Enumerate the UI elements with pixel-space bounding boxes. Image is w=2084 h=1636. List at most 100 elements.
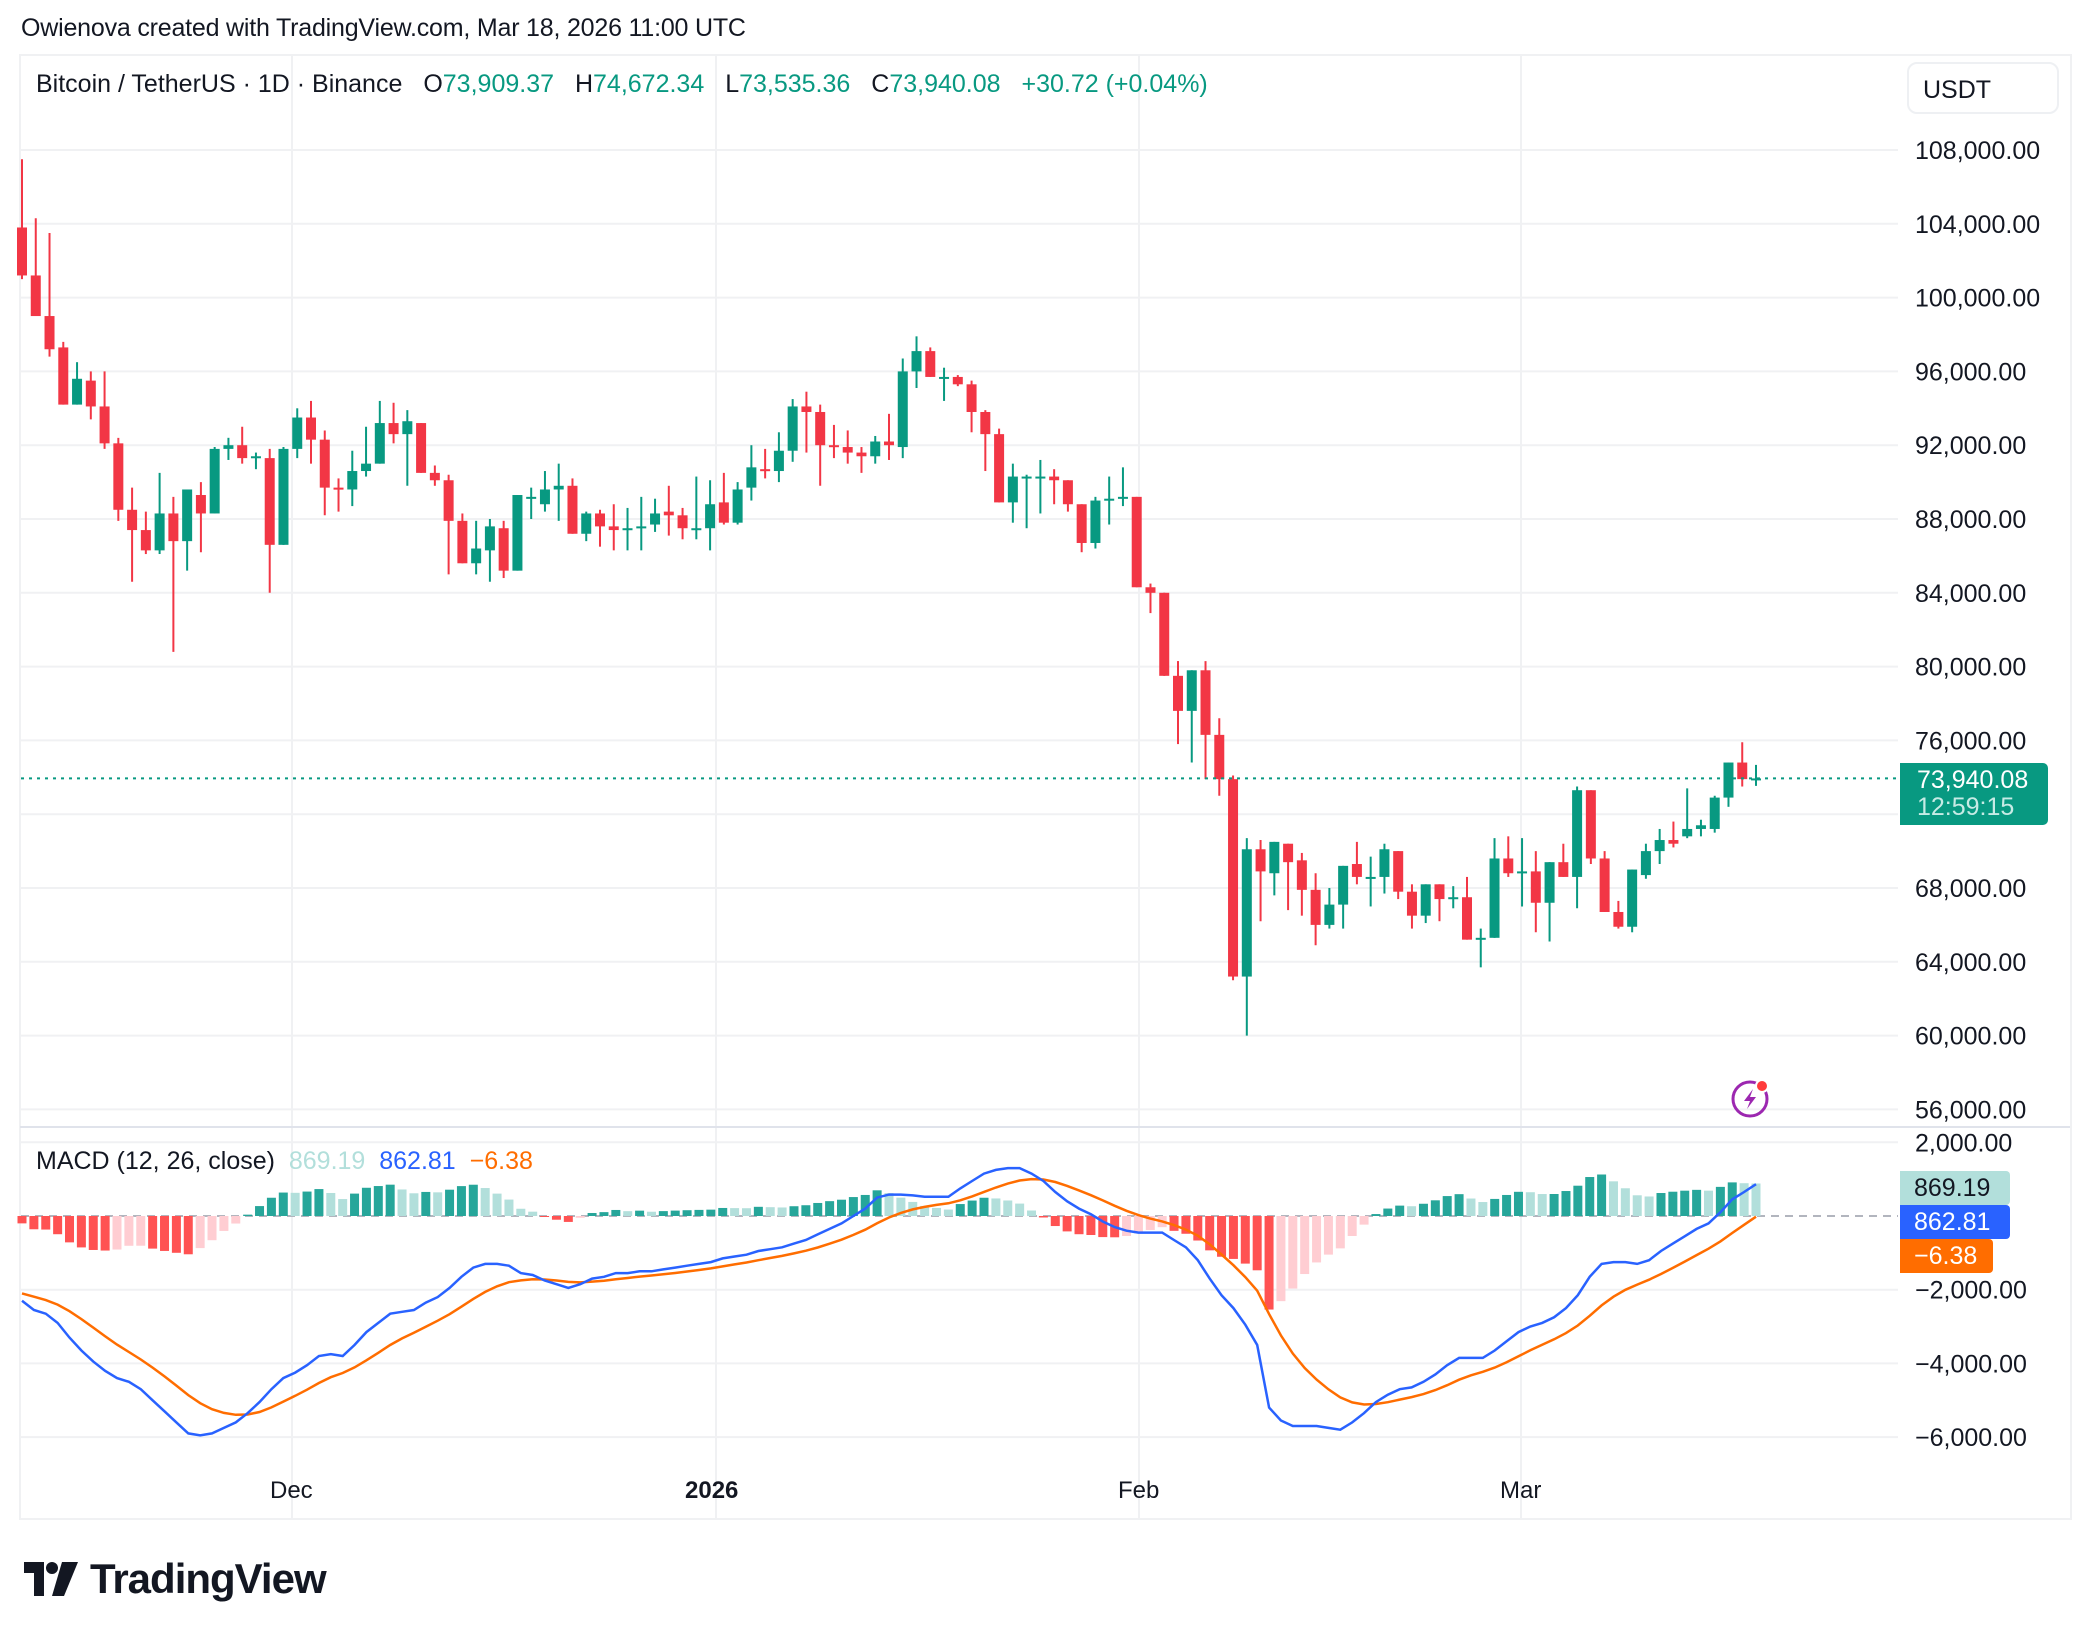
macd-histogram-bar (1217, 1216, 1227, 1257)
candle-body (980, 411, 991, 435)
candle-body (416, 423, 427, 473)
macd-histogram-bar (112, 1216, 122, 1250)
macd-histogram-bar (872, 1190, 882, 1216)
macd-axis-label: −4,000.00 (1915, 1350, 2027, 1378)
candle-body (1448, 897, 1459, 900)
macd-histogram-bar (29, 1216, 39, 1230)
macd-histogram-bar (1502, 1194, 1512, 1216)
macd-histogram-bar (1703, 1190, 1713, 1216)
macd-histogram-bar (943, 1209, 953, 1216)
macd-histogram-bar (1442, 1196, 1452, 1216)
macd-histogram-bar (1395, 1205, 1405, 1216)
candle-body (1351, 864, 1362, 877)
candle-body (842, 447, 853, 453)
tradingview-logo[interactable]: TradingView (24, 1555, 327, 1602)
macd-histogram-bar (1050, 1216, 1060, 1227)
currency-button[interactable]: USDT (1907, 62, 2059, 114)
candle-body (663, 511, 674, 516)
price-axis-label: 80,000.00 (1915, 654, 2026, 682)
macd-histogram-bar (290, 1192, 300, 1216)
macd-histogram-bar (1276, 1216, 1286, 1302)
candle-body (429, 472, 440, 481)
macd-histogram-bar (1240, 1216, 1250, 1264)
macd-histogram-bar (1264, 1216, 1274, 1310)
macd-histogram-bar (801, 1205, 811, 1216)
candle-body (1668, 840, 1679, 844)
candle-body (1751, 778, 1761, 781)
macd-histogram-bar (1323, 1216, 1333, 1255)
candle-body (58, 347, 69, 405)
candle-body (484, 526, 495, 551)
macd-histogram-bar (231, 1216, 241, 1224)
macd-histogram-bar (1715, 1186, 1725, 1216)
candle-body (1599, 858, 1610, 912)
candle-body (182, 489, 193, 542)
candle-body (72, 378, 83, 405)
macd-histogram-bar (1549, 1194, 1559, 1216)
macd-histogram-bar (599, 1212, 609, 1216)
open-key: O (423, 70, 443, 98)
macd-histogram-bar (741, 1208, 751, 1216)
macd-histogram-bar (76, 1216, 86, 1248)
candle-body (1296, 860, 1307, 890)
macd-histogram-bar (516, 1208, 526, 1216)
candle-body (1021, 476, 1032, 479)
macd-histogram-bar (456, 1186, 466, 1216)
last-price-tag: 73,940.08 12:59:15 (1900, 763, 2048, 825)
macd-histogram-bar (753, 1206, 763, 1216)
candle-body (127, 509, 138, 531)
macd-histogram-bar (1003, 1200, 1013, 1216)
macd-histogram-bar (373, 1186, 383, 1216)
candle-body (1214, 734, 1225, 780)
bar-countdown: 12:59:15 (1917, 793, 2015, 821)
macd-histogram-bar (385, 1184, 395, 1216)
macd-histogram-bar (1205, 1216, 1215, 1251)
price-axis-label: 88,000.00 (1915, 506, 2026, 534)
candle-body (1159, 592, 1170, 676)
macd-histogram-bar (480, 1188, 490, 1216)
macd-histogram-bar (1371, 1214, 1381, 1216)
macd-histogram-bar (991, 1198, 1001, 1216)
candle-body (319, 439, 330, 488)
macd-axis-label: −6,000.00 (1915, 1424, 2027, 1452)
macd-histogram-bar (1573, 1185, 1583, 1216)
candle-body (1682, 828, 1693, 837)
macd-histogram-bar (100, 1216, 110, 1251)
macd-histogram-bar (896, 1197, 906, 1216)
candle-body (1544, 862, 1555, 903)
candle-body (498, 528, 509, 571)
open-value: 73,909.37 (442, 70, 554, 98)
price-axis-label: 76,000.00 (1915, 727, 2026, 755)
candle-body (760, 469, 771, 472)
macd-axis-label: −2,000.00 (1915, 1277, 2027, 1305)
lightning-alert-icon[interactable] (1731, 1078, 1771, 1118)
chart-frame (19, 54, 2072, 1520)
macd-histogram-bar (1597, 1174, 1607, 1216)
candle-body (746, 467, 757, 488)
candle-body (250, 456, 261, 459)
macd-histogram-bar (718, 1207, 728, 1216)
symbol-title[interactable]: Bitcoin / TetherUS · 1D · Binance (36, 70, 403, 98)
high-key: H (574, 70, 594, 98)
macd-histogram-bar (421, 1191, 431, 1216)
macd-histogram-bar (1418, 1203, 1428, 1216)
candle-body (457, 520, 468, 564)
macd-histogram-bar (1193, 1216, 1203, 1241)
last-price-value: 73,940.08 (1917, 766, 2029, 794)
candle-body (1283, 843, 1294, 863)
price-axis-label: 68,000.00 (1915, 875, 2026, 903)
brand-name: TradingView (90, 1555, 327, 1602)
macd-histogram-bar (528, 1211, 538, 1216)
candle-body (1062, 480, 1073, 505)
high-value: 74,672.34 (593, 70, 705, 98)
macd-histogram-bar (955, 1204, 965, 1216)
macd-title[interactable]: MACD (12, 26, close) (36, 1147, 275, 1175)
macd-histogram-bar (266, 1197, 276, 1216)
candle-body (1255, 849, 1266, 872)
macd-histogram-bar (255, 1206, 265, 1216)
candle-body (374, 423, 385, 464)
candle-body (1379, 849, 1390, 877)
candle-body (1310, 889, 1321, 925)
macd-line-tag: 862.81 (1900, 1205, 2010, 1239)
